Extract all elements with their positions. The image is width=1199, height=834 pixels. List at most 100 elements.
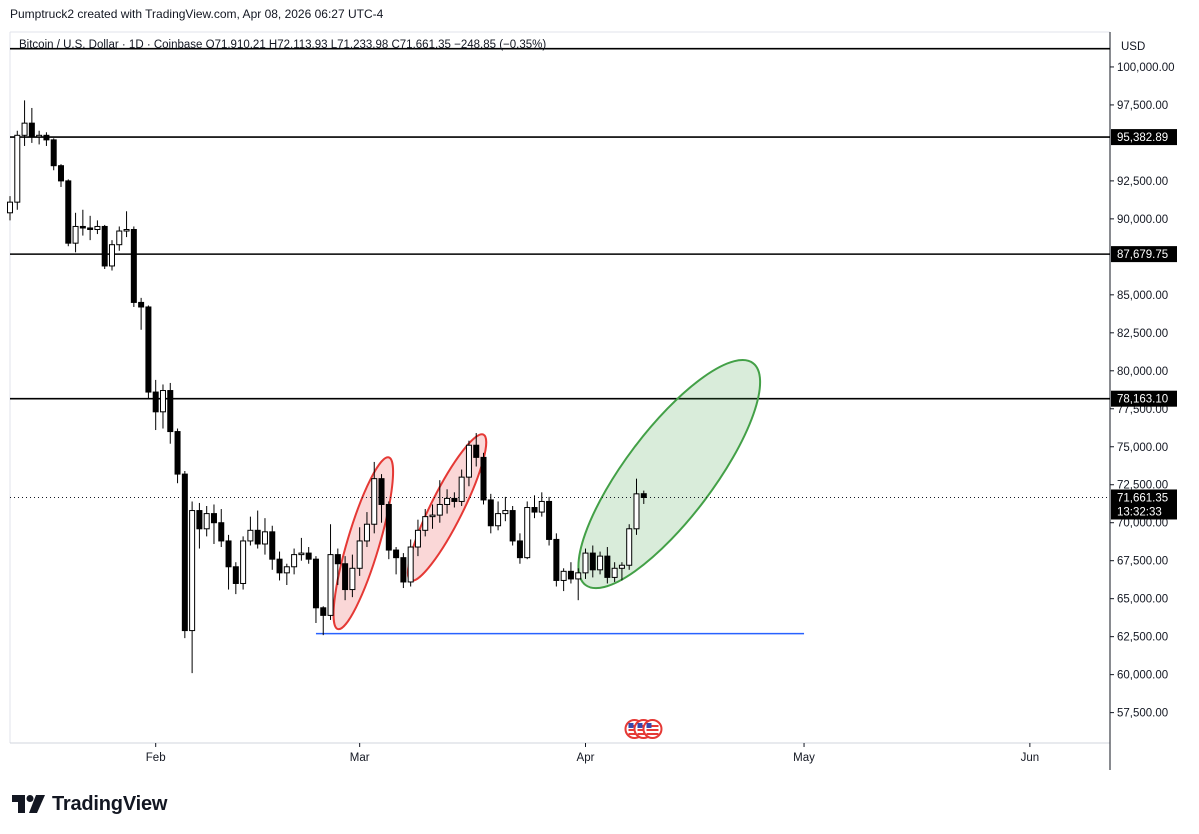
price-axis-label: 67,500.00 [1117, 556, 1168, 568]
bearish-candle [567, 570, 574, 580]
bearish-candle [269, 531, 276, 560]
bearish-candle [516, 540, 523, 559]
price-axis-label: 65,000.00 [1117, 594, 1168, 606]
tradingview-brand: TradingView [12, 791, 167, 817]
bullish-candle [429, 514, 436, 518]
price-axis-label: 90,000.00 [1117, 214, 1168, 226]
bullish-candle [465, 444, 472, 478]
bullish-candle [407, 546, 414, 583]
bullish-candle [261, 531, 268, 545]
price-axis-label: 80,000.00 [1117, 366, 1168, 378]
bearish-candle [385, 503, 392, 551]
bearish-candle [640, 493, 647, 498]
bullish-candle [582, 552, 589, 574]
green-projection-ellipse [577, 359, 762, 590]
bullish-candle [108, 244, 115, 267]
bearish-candle [79, 225, 86, 229]
flag-stripe [646, 733, 659, 735]
bullish-candle [240, 540, 247, 584]
bearish-candle [57, 165, 64, 182]
flag-stripe [637, 733, 650, 735]
bearish-candle [400, 557, 407, 583]
bullish-candle [189, 510, 196, 632]
price-axis-label: 77,500.00 [1117, 404, 1168, 416]
us-flag-icon [642, 719, 663, 739]
bearish-candle [210, 513, 217, 524]
bearish-candle [145, 306, 152, 393]
bearish-candle [509, 510, 516, 542]
time-axis-label: Apr [577, 752, 595, 764]
bearish-candle [378, 478, 385, 505]
last-price-tag-label: 71,661.35 [1117, 492, 1168, 504]
bullish-candle [422, 516, 429, 531]
bullish-candle [633, 493, 640, 530]
price-axis-label: 75,000.00 [1117, 442, 1168, 454]
bearish-candle [232, 566, 239, 584]
price-axis-label: 70,000.00 [1117, 518, 1168, 530]
bullish-candle [247, 529, 254, 542]
bearish-candle [546, 500, 553, 540]
bearish-candle [553, 538, 560, 581]
price-axis-label: 62,500.00 [1117, 632, 1168, 644]
bearish-candle [393, 549, 400, 559]
bullish-candle [291, 554, 298, 568]
bearish-candle [138, 301, 145, 308]
bearish-candle [480, 456, 487, 501]
bearish-candle [152, 391, 159, 413]
bearish-candle [167, 390, 174, 433]
bearish-candle [130, 229, 137, 303]
bullish-candle [14, 134, 21, 203]
bearish-candle [50, 139, 57, 167]
flag-canton [628, 723, 634, 728]
price-axis-label: 97,500.00 [1117, 100, 1168, 112]
bearish-candle [589, 552, 596, 571]
bullish-candle [414, 529, 421, 548]
price-axis-label: 82,500.00 [1117, 328, 1168, 340]
flag-stripe [646, 729, 659, 731]
bullish-candle [626, 528, 633, 566]
bullish-candle [502, 510, 509, 515]
bearish-candle [43, 134, 50, 141]
bullish-candle [36, 134, 43, 138]
time-axis-label: Feb [146, 752, 166, 764]
bearish-candle [531, 507, 538, 513]
bearish-candle [225, 540, 232, 568]
flag-canton [637, 723, 643, 728]
bullish-candle [444, 497, 451, 505]
bullish-candle [349, 567, 356, 591]
bearish-candle [320, 607, 327, 616]
time-axis-label: Jun [1021, 752, 1040, 764]
symbol-legend: Bitcoin / U.S. Dollar · 1D · Coinbase O7… [19, 39, 546, 51]
bearish-candle [218, 522, 225, 542]
bullish-candle [371, 478, 378, 525]
price-axis-label: 60,000.00 [1117, 670, 1168, 682]
bullish-candle [203, 513, 210, 530]
flag-stripe [628, 733, 641, 735]
bearish-candle [342, 563, 349, 591]
bullish-candle [458, 476, 465, 502]
time-axis-label: May [793, 752, 815, 764]
level-price-tag [1111, 246, 1177, 263]
bullish-candle [611, 567, 618, 578]
bearish-candle [604, 555, 611, 578]
bullish-candle [575, 572, 582, 580]
last-price-tag [1111, 489, 1177, 520]
bullish-candle [159, 390, 166, 413]
bullish-candle [618, 564, 625, 569]
bearish-candle [451, 497, 458, 502]
bearish-candle [28, 122, 35, 138]
level-price-tag-label: 95,382.89 [1117, 132, 1168, 144]
bullish-candle [560, 570, 567, 581]
bearish-candle [196, 510, 203, 530]
bullish-candle [21, 122, 28, 136]
bullish-candle [298, 552, 305, 556]
bullish-candle [283, 566, 290, 574]
bearish-candle [334, 554, 341, 565]
level-price-tag-label: 78,163.10 [1117, 394, 1168, 406]
bullish-candle [363, 523, 370, 542]
tradingview-wordmark: TradingView [52, 792, 168, 815]
bullish-candle [7, 201, 13, 214]
chart-attribution: Pumptruck2 created with TradingView.com,… [10, 7, 384, 21]
bullish-candle [327, 554, 334, 616]
